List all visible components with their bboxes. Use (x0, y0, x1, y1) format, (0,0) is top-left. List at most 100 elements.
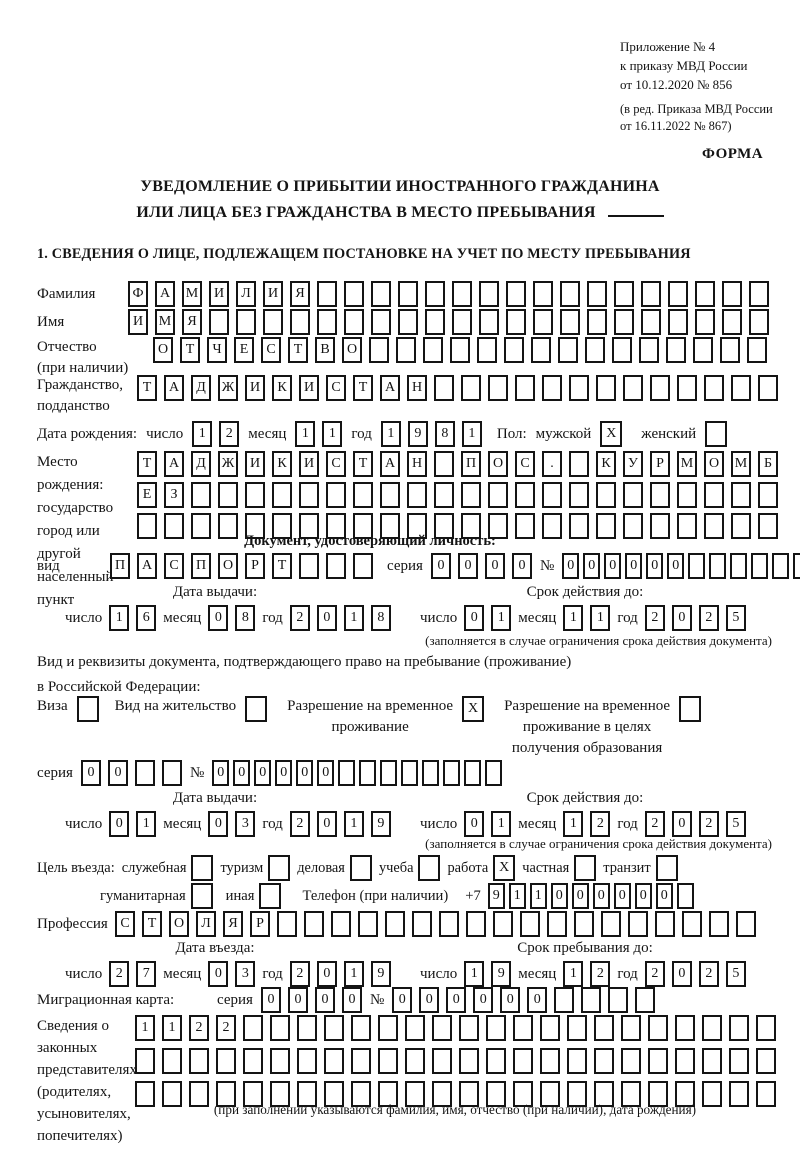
char-cell[interactable]: 0 (208, 811, 229, 837)
char-cell[interactable]: 1 (343, 811, 364, 837)
char-cell[interactable] (243, 1015, 263, 1041)
char-cell[interactable]: 1 (109, 605, 130, 631)
char-cell[interactable]: 0 (646, 553, 664, 579)
char-cell[interactable] (486, 1048, 506, 1074)
purpose-other-checkbox[interactable] (259, 883, 282, 909)
temp-residence-checkbox[interactable]: X (462, 696, 485, 722)
char-cell[interactable] (270, 1048, 290, 1074)
char-cell[interactable] (351, 1015, 371, 1041)
char-cell[interactable]: Т (353, 451, 373, 477)
char-cell[interactable]: 0 (592, 883, 610, 909)
char-cell[interactable] (585, 337, 605, 363)
char-cell[interactable]: 0 (464, 811, 485, 837)
char-cell[interactable]: 1 (192, 421, 213, 447)
char-cell[interactable] (380, 513, 400, 539)
char-cell[interactable]: К (272, 451, 292, 477)
char-cell[interactable]: 0 (473, 987, 494, 1013)
char-cell[interactable] (135, 1081, 155, 1107)
char-cell[interactable] (351, 1048, 371, 1074)
char-cell[interactable] (675, 1015, 695, 1041)
char-cell[interactable]: Р (250, 911, 270, 937)
char-cell[interactable]: Т (288, 337, 308, 363)
char-cell[interactable] (506, 309, 526, 335)
char-cell[interactable]: 2 (644, 961, 665, 987)
char-cell[interactable]: 0 (430, 553, 451, 579)
char-cell[interactable]: 0 (671, 961, 692, 987)
char-cell[interactable] (189, 1048, 209, 1074)
sex-female-checkbox[interactable] (705, 421, 728, 447)
char-cell[interactable] (477, 337, 497, 363)
char-cell[interactable] (434, 375, 454, 401)
char-cell[interactable]: 0 (287, 987, 308, 1013)
char-cell[interactable] (554, 987, 575, 1013)
char-cell[interactable]: 0 (464, 605, 485, 631)
char-cell[interactable] (558, 337, 578, 363)
purpose-tourism-checkbox[interactable] (268, 855, 291, 881)
char-cell[interactable] (485, 760, 503, 786)
char-cell[interactable] (704, 482, 724, 508)
char-cell[interactable] (758, 513, 778, 539)
representatives-cells-row[interactable] (135, 1081, 776, 1107)
char-cell[interactable] (677, 513, 697, 539)
char-cell[interactable] (191, 482, 211, 508)
char-cell[interactable]: М (731, 451, 751, 477)
char-cell[interactable]: 0 (671, 811, 692, 837)
char-cell[interactable] (793, 553, 800, 579)
char-cell[interactable]: 8 (235, 605, 256, 631)
char-cell[interactable] (758, 375, 778, 401)
char-cell[interactable] (655, 911, 675, 937)
char-cell[interactable] (722, 309, 742, 335)
char-cell[interactable] (450, 337, 470, 363)
char-cell[interactable] (401, 760, 419, 786)
char-cell[interactable]: 6 (136, 605, 157, 631)
char-cell[interactable]: Л (236, 281, 256, 307)
char-cell[interactable] (297, 1048, 317, 1074)
char-cell[interactable] (162, 1081, 182, 1107)
char-cell[interactable]: 0 (571, 883, 589, 909)
char-cell[interactable] (405, 1015, 425, 1041)
char-cell[interactable] (270, 1015, 290, 1041)
char-cell[interactable] (513, 1015, 533, 1041)
char-cell[interactable]: Ч (207, 337, 227, 363)
char-cell[interactable] (344, 281, 364, 307)
char-cell[interactable]: 0 (457, 553, 478, 579)
char-cell[interactable]: 3 (235, 811, 256, 837)
char-cell[interactable]: . (542, 451, 562, 477)
char-cell[interactable] (569, 375, 589, 401)
char-cell[interactable] (353, 553, 373, 579)
char-cell[interactable] (338, 760, 356, 786)
char-cell[interactable]: 9 (370, 811, 391, 837)
char-cell[interactable]: 1 (343, 961, 364, 987)
char-cell[interactable]: И (263, 281, 283, 307)
char-cell[interactable]: 5 (725, 605, 746, 631)
char-cell[interactable] (236, 309, 256, 335)
char-cell[interactable]: С (515, 451, 535, 477)
char-cell[interactable]: З (164, 482, 184, 508)
char-cell[interactable]: 0 (550, 883, 568, 909)
char-cell[interactable]: 0 (511, 553, 532, 579)
char-cell[interactable]: 0 (316, 961, 337, 987)
char-cell[interactable]: С (326, 451, 346, 477)
char-cell[interactable]: М (182, 281, 202, 307)
char-cell[interactable] (729, 1081, 749, 1107)
char-cell[interactable]: 0 (419, 987, 440, 1013)
char-cell[interactable]: 5 (725, 811, 746, 837)
char-cell[interactable]: 0 (316, 605, 337, 631)
char-cell[interactable]: 8 (434, 421, 455, 447)
char-cell[interactable]: 2 (644, 605, 665, 631)
char-cell[interactable] (461, 375, 481, 401)
char-cell[interactable]: 0 (208, 605, 229, 631)
char-cell[interactable]: 1 (563, 605, 584, 631)
char-cell[interactable] (326, 553, 346, 579)
char-cell[interactable] (702, 1048, 722, 1074)
char-cell[interactable]: 0 (392, 987, 413, 1013)
